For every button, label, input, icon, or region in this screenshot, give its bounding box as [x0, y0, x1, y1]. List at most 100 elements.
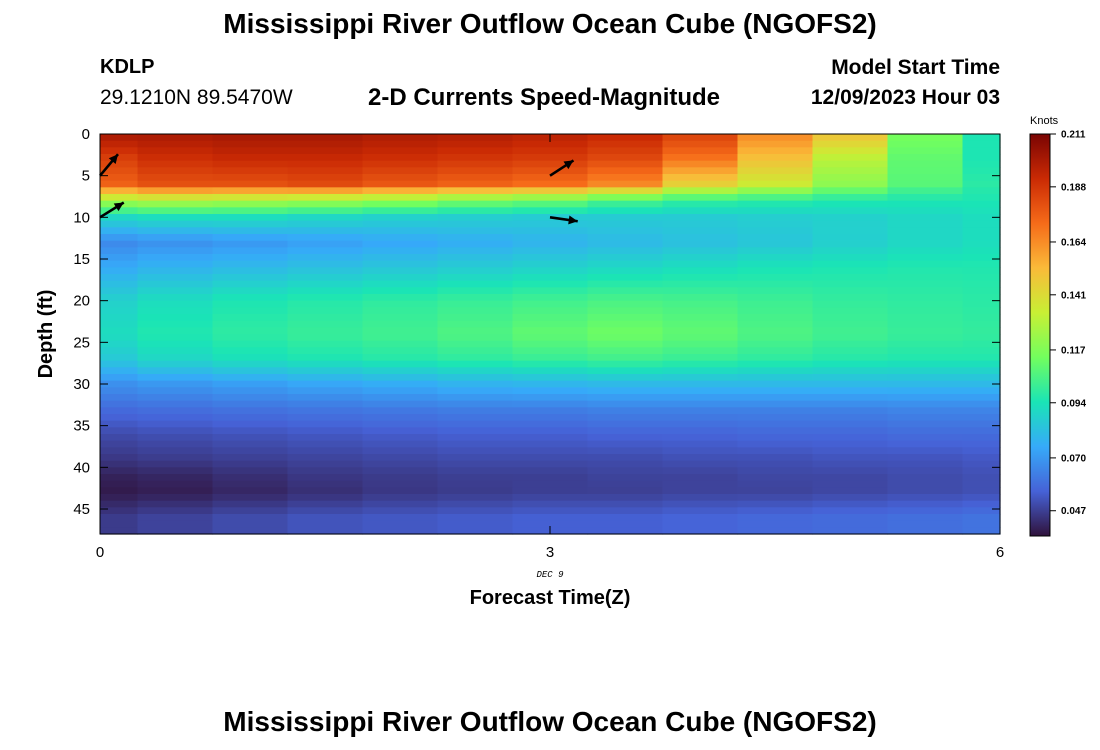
- heatmap-cell: [137, 174, 214, 182]
- heatmap-cell: [100, 247, 139, 255]
- heatmap-cell: [212, 307, 289, 315]
- colorbar-tick-label: 0.211: [1061, 130, 1086, 141]
- colorbar-label: Knots: [1030, 115, 1059, 127]
- y-tick-label: 15: [73, 251, 90, 268]
- heatmap-cell: [100, 140, 139, 148]
- heatmap-cell: [512, 380, 589, 388]
- heatmap-cell: [512, 460, 589, 468]
- heatmap-cell: [137, 434, 214, 442]
- heatmap-cell: [812, 387, 889, 395]
- heatmap-cell: [812, 434, 889, 442]
- heatmap-cell: [887, 174, 964, 182]
- heatmap-cell: [437, 280, 514, 288]
- heatmap-cell: [887, 474, 964, 482]
- heatmap-cell: [662, 134, 739, 142]
- heatmap-cell: [662, 420, 739, 428]
- heatmap-cell: [887, 394, 964, 402]
- heatmap-cell: [512, 334, 589, 342]
- heatmap-cell: [100, 514, 139, 522]
- heatmap-cell: [137, 234, 214, 242]
- heatmap-cell: [737, 154, 814, 162]
- heatmap-cell: [887, 187, 964, 195]
- heatmap-cell: [137, 320, 214, 328]
- heatmap-cell: [887, 434, 964, 442]
- current-arrow: [99, 153, 119, 177]
- heatmap-cell: [887, 154, 964, 162]
- heatmap-cell: [962, 187, 1001, 195]
- heatmap-cell: [962, 234, 1001, 242]
- heatmap-cell: [212, 134, 289, 142]
- heatmap-cell: [362, 507, 439, 515]
- heatmap-cell: [662, 207, 739, 215]
- heatmap-cell: [362, 487, 439, 495]
- x-tick-label: 3: [546, 544, 554, 561]
- heatmap-cell: [962, 214, 1001, 222]
- heatmap-cell: [737, 467, 814, 475]
- heatmap-cell: [812, 520, 889, 528]
- heatmap-cell: [662, 507, 739, 515]
- heatmap-cell: [100, 487, 139, 495]
- heatmap-cell: [737, 234, 814, 242]
- heatmap-cell: [662, 300, 739, 308]
- heatmap-cell: [662, 407, 739, 415]
- heatmap-cell: [362, 227, 439, 235]
- date-label: DEC 9: [536, 570, 564, 580]
- heatmap-cell: [587, 300, 664, 308]
- heatmap-cell: [437, 380, 514, 388]
- heatmap-cell: [587, 467, 664, 475]
- heatmap-cell: [137, 140, 214, 148]
- heatmap-cell: [662, 200, 739, 208]
- heatmap-cell: [137, 247, 214, 255]
- heatmap-cell: [812, 347, 889, 355]
- heatmap-cell: [512, 220, 589, 228]
- heatmap-cell: [662, 447, 739, 455]
- heatmap-cell: [212, 147, 289, 155]
- heatmap-cell: [287, 440, 364, 448]
- heatmap-cell: [362, 414, 439, 422]
- heatmap-cell: [737, 280, 814, 288]
- heatmap-cell: [887, 367, 964, 375]
- heatmap-cell: [437, 500, 514, 508]
- heatmap-cell: [662, 180, 739, 188]
- heatmap-cell: [812, 454, 889, 462]
- heatmap-cell: [437, 287, 514, 295]
- heatmap-cell: [212, 234, 289, 242]
- heatmap-cell: [812, 274, 889, 282]
- heatmap-cell: [887, 234, 964, 242]
- heatmap-cell: [362, 427, 439, 435]
- heatmap-cell: [737, 267, 814, 275]
- heatmap-cell: [212, 300, 289, 308]
- heatmap-cell: [362, 374, 439, 382]
- heatmap-cell: [287, 227, 364, 235]
- heatmap-cell: [100, 280, 139, 288]
- heatmap-cell: [137, 454, 214, 462]
- heatmap-cell: [962, 407, 1001, 415]
- heatmap-cell: [812, 187, 889, 195]
- heatmap-cell: [887, 160, 964, 168]
- heatmap-cell: [437, 334, 514, 342]
- heatmap-cell: [100, 320, 139, 328]
- heatmap-cell: [737, 360, 814, 368]
- heatmap-cell: [100, 414, 139, 422]
- heatmap-cell: [287, 394, 364, 402]
- heatmap-cell: [287, 367, 364, 375]
- heatmap-cell: [137, 274, 214, 282]
- heatmap-cell: [587, 487, 664, 495]
- heatmap-cell: [962, 260, 1001, 268]
- heatmap-cell: [362, 320, 439, 328]
- heatmap-cell: [212, 440, 289, 448]
- heatmap-cell: [587, 474, 664, 482]
- model-start-label: Model Start Time: [831, 56, 1000, 79]
- heatmap-cell: [512, 367, 589, 375]
- heatmap-cell: [100, 480, 139, 488]
- heatmap-cell: [662, 374, 739, 382]
- heatmap-cell: [887, 347, 964, 355]
- heatmap-cell: [962, 227, 1001, 235]
- heatmap-cell: [512, 254, 589, 262]
- heatmap-cell: [887, 140, 964, 148]
- heatmap-cell: [662, 427, 739, 435]
- heatmap-cell: [887, 287, 964, 295]
- heatmap-cell: [962, 374, 1001, 382]
- heatmap-cell: [437, 327, 514, 335]
- heatmap-cell: [512, 274, 589, 282]
